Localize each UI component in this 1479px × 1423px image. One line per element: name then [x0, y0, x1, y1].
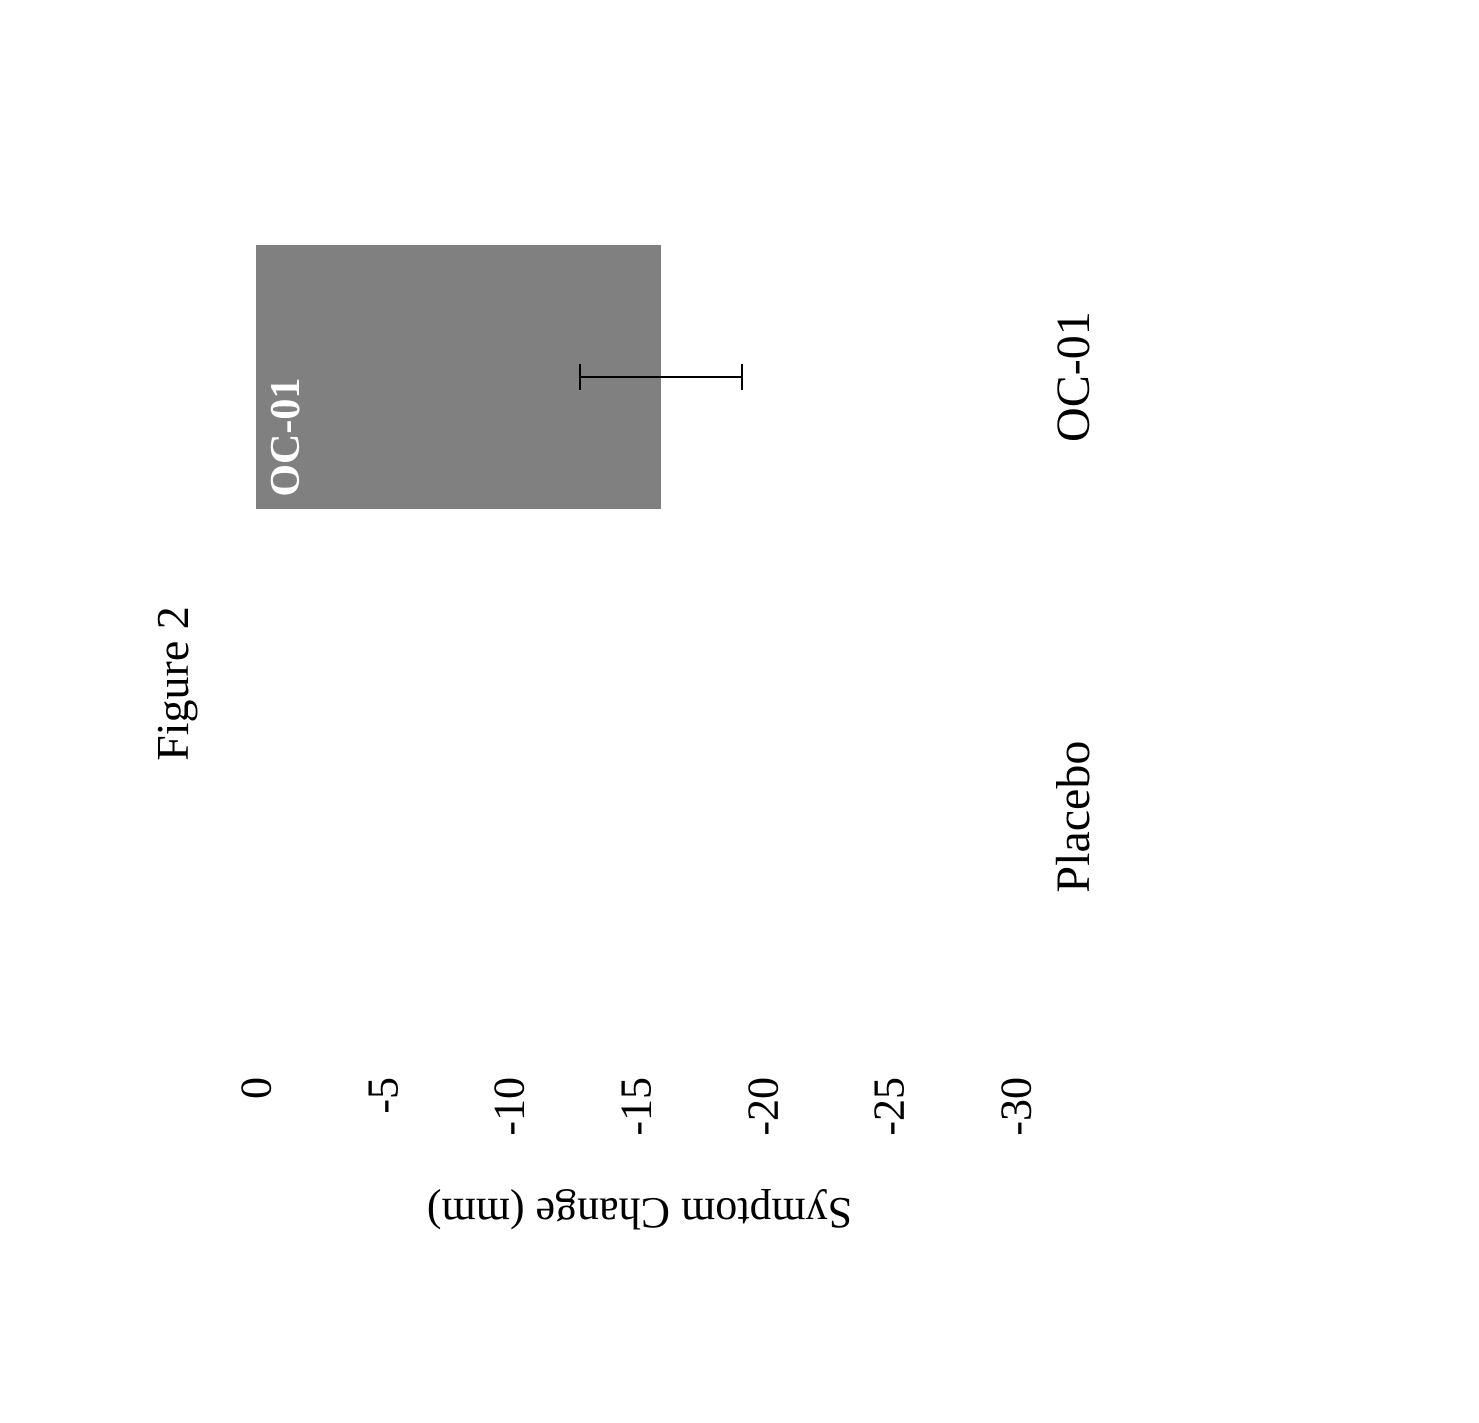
y-tick-label: -20: [737, 1077, 788, 1136]
x-tick-label: Placebo: [1046, 741, 1101, 893]
error-cap: [579, 364, 581, 390]
figure-title: Figure 2: [146, 606, 199, 761]
symptom-change-chart: Symptom Change (mm) 0-5-10-15-20-25-30Pl…: [256, 183, 1016, 1063]
y-axis-title: Symptom Change (mm): [260, 1188, 1020, 1239]
y-tick-label: -25: [864, 1077, 915, 1136]
y-tick-label: -5: [357, 1077, 408, 1114]
y-tick-label: -15: [611, 1077, 662, 1136]
rotated-stage: Figure 2 Symptom Change (mm) 0-5-10-15-2…: [56, 0, 1423, 1423]
error-bar: [580, 376, 742, 378]
y-tick-label: 0: [231, 1077, 282, 1099]
x-tick-label: OC-01: [1046, 311, 1101, 442]
plot-area: 0-5-10-15-20-25-30PlaceboOC-01OC-01: [256, 183, 1016, 1063]
bar-label: OC-01: [262, 378, 310, 497]
y-tick-label: -30: [991, 1077, 1042, 1136]
error-cap: [741, 364, 743, 390]
y-tick-label: -10: [484, 1077, 535, 1136]
